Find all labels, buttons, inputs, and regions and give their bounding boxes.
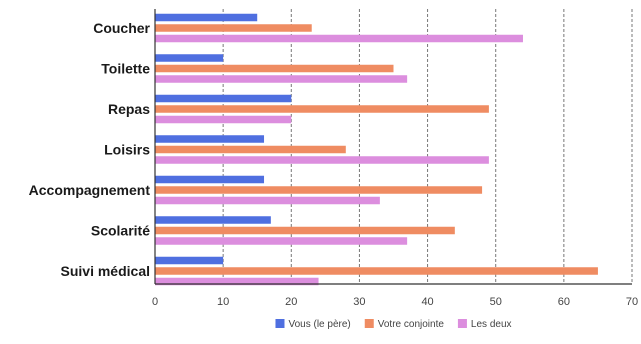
axes bbox=[154, 9, 632, 285]
bar-suivi-medical-votre-conjointe bbox=[155, 267, 598, 275]
category-label-coucher: Coucher bbox=[93, 20, 150, 36]
bar-scolarite-les-deux bbox=[155, 237, 408, 245]
bar-coucher-les-deux bbox=[155, 34, 523, 43]
legend-swatch-les-deux bbox=[457, 319, 467, 328]
category-label-accompagnement: Accompagnement bbox=[29, 182, 151, 198]
bar-scolarite-vous-le-pere bbox=[155, 216, 271, 224]
bars bbox=[155, 13, 598, 286]
bar-loisirs-votre-conjointe bbox=[155, 145, 346, 154]
bar-repas-les-deux bbox=[155, 115, 292, 124]
x-tick-label-0: 0 bbox=[152, 296, 158, 308]
bar-repas-votre-conjointe bbox=[155, 105, 489, 113]
x-tick-label-60: 60 bbox=[558, 296, 570, 308]
bar-coucher-votre-conjointe bbox=[155, 24, 312, 32]
bar-accompagnement-votre-conjointe bbox=[155, 186, 483, 194]
bar-toilette-vous-le-pere bbox=[155, 54, 224, 62]
bar-accompagnement-les-deux bbox=[155, 196, 380, 205]
legend-swatch-vous-le-pere bbox=[275, 319, 285, 328]
bar-repas-vous-le-pere bbox=[155, 94, 292, 103]
bar-accompagnement-vous-le-pere bbox=[155, 175, 265, 184]
bar-suivi-medical-vous-le-pere bbox=[155, 256, 224, 265]
category-labels: Coucher Toilette Repas Loisirs Accompagnemen… bbox=[29, 20, 151, 279]
bar-coucher-vous-le-pere bbox=[155, 13, 258, 22]
legend-label-vous-le-pere: Vous (le père) bbox=[288, 319, 350, 330]
x-tick-label-20: 20 bbox=[285, 296, 297, 308]
category-label-loisirs: Loisirs bbox=[104, 142, 150, 158]
category-label-suivi-medical: Suivi médical bbox=[61, 263, 150, 279]
legend: Vous (le père) Votre conjointe Les deux bbox=[275, 319, 512, 330]
x-tick-label-70: 70 bbox=[626, 296, 638, 308]
category-label-repas: Repas bbox=[108, 101, 150, 117]
category-label-toilette: Toilette bbox=[101, 61, 150, 77]
x-tick-label-10: 10 bbox=[217, 296, 229, 308]
bar-scolarite-votre-conjointe bbox=[155, 226, 455, 235]
legend-label-votre-conjointe: Votre conjointe bbox=[378, 319, 445, 330]
x-tick-label-40: 40 bbox=[421, 296, 433, 308]
x-tick-label-30: 30 bbox=[353, 296, 365, 308]
category-label-scolarite: Scolarité bbox=[91, 223, 150, 239]
x-tick-label-50: 50 bbox=[490, 296, 502, 308]
legend-label-les-deux: Les deux bbox=[471, 319, 512, 330]
bar-loisirs-vous-le-pere bbox=[155, 135, 265, 143]
bar-toilette-votre-conjointe bbox=[155, 64, 394, 73]
bar-toilette-les-deux bbox=[155, 75, 408, 83]
legend-swatch-votre-conjointe bbox=[364, 319, 374, 328]
bar-loisirs-les-deux bbox=[155, 156, 489, 164]
bar-suivi-medical-les-deux bbox=[155, 277, 319, 286]
x-tick-labels: 0 10 20 30 40 50 60 70 bbox=[152, 296, 638, 308]
